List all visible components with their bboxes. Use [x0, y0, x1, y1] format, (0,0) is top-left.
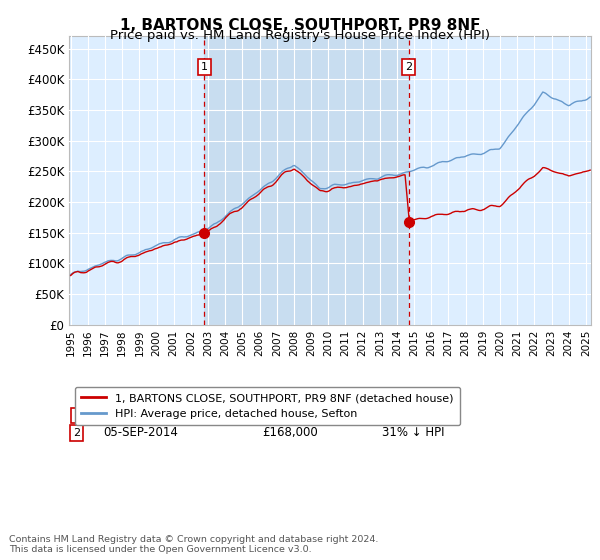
Legend: 1, BARTONS CLOSE, SOUTHPORT, PR9 8NF (detached house), HPI: Average price, detac: 1, BARTONS CLOSE, SOUTHPORT, PR9 8NF (de…	[74, 386, 460, 426]
Text: 2: 2	[73, 428, 80, 438]
Bar	[205, 36, 409, 325]
Text: 05-SEP-2014: 05-SEP-2014	[103, 427, 178, 440]
Text: 2: 2	[405, 62, 412, 72]
Text: This data is licensed under the Open Government Licence v3.0.: This data is licensed under the Open Gov…	[9, 545, 311, 554]
Text: 1: 1	[201, 62, 208, 72]
Text: £150,000: £150,000	[262, 409, 318, 422]
Text: 3% ↓ HPI: 3% ↓ HPI	[382, 409, 437, 422]
Text: 31% ↓ HPI: 31% ↓ HPI	[382, 427, 445, 440]
Text: 14-OCT-2002: 14-OCT-2002	[103, 409, 181, 422]
Text: Contains HM Land Registry data © Crown copyright and database right 2024.: Contains HM Land Registry data © Crown c…	[9, 535, 379, 544]
Text: Price paid vs. HM Land Registry's House Price Index (HPI): Price paid vs. HM Land Registry's House …	[110, 29, 490, 42]
Text: 1, BARTONS CLOSE, SOUTHPORT, PR9 8NF: 1, BARTONS CLOSE, SOUTHPORT, PR9 8NF	[120, 18, 480, 33]
Text: 1: 1	[73, 410, 80, 421]
Text: £168,000: £168,000	[262, 427, 318, 440]
